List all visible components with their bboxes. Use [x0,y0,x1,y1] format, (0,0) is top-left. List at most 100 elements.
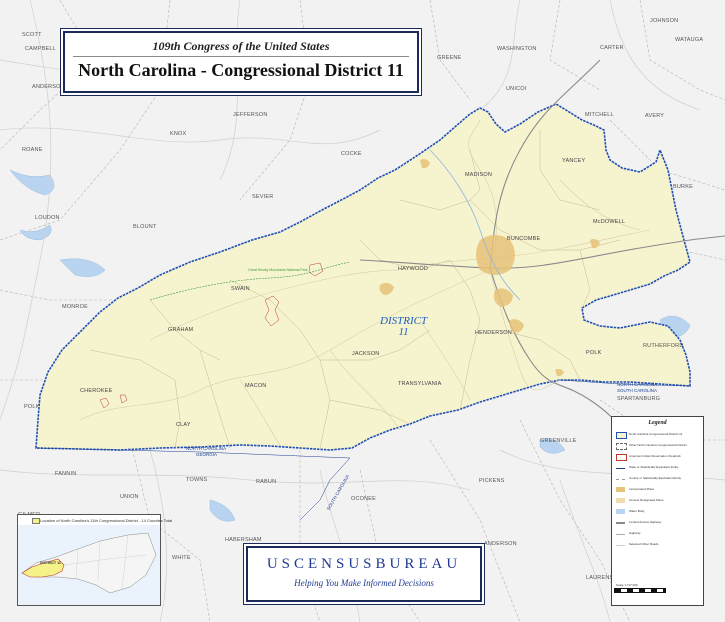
locator-inset: Location of North Carolina's 11th Congre… [17,514,172,606]
legend-text: Highway [629,531,641,535]
scale-bar [614,588,666,593]
county-label-sevier: SEVIER [252,194,274,200]
legend-swatch [616,432,627,439]
legend-text: American Indian Reservation (Federal) [629,454,681,458]
locator-map [18,525,160,605]
legend-panel: Legend North Carolina Congressional Dist… [611,416,704,606]
county-label-polk: POLK [586,350,602,356]
county-label-habersham: HABERSHAM [225,537,262,543]
county-label-campbell: CAMPBELL [25,46,56,52]
county-label-avery: AVERY [645,113,665,119]
county-label-henderson: HENDERSON [475,330,512,336]
legend-text: State or Statistically Equivalent Entity [629,465,679,469]
county-label-anderson-tn: ANDERSON [32,84,65,90]
legend-text: Selected Other Roads [629,542,659,546]
county-label-madison: MADISON [465,172,493,178]
county-label-white: WHITE [172,555,191,561]
county-label-swain: SWAIN [231,286,250,292]
county-label-yancey: YANCEY [562,158,586,164]
title-divider [73,56,409,57]
county-label-washington: WASHINGTON [497,46,537,52]
locator-district-tag: DISTRICT 11 [40,561,61,565]
county-label-rutherford: RUTHERFORD [643,343,684,349]
county-label-greene: GREENE [437,55,462,61]
legend-text: Limited Access Highway [629,520,662,524]
legend-scale-label: Scale 1:717,000 [616,583,638,587]
county-label-rabun: RABUN [256,479,277,485]
legend-swatch [616,545,625,546]
county-label-jefferson: JEFFERSON [233,112,268,118]
congress-title: 109th Congress of the United States [152,39,330,53]
county-label-transylvania: TRANSYLVANIA [398,381,442,387]
county-label-knox: KNOX [170,131,187,137]
legend-swatch [616,509,625,514]
legend-item: State or Statistically Equivalent Entity [616,464,700,472]
legend-item: County or Statistically Equivalent Entit… [616,475,700,483]
county-label-johnson: JOHNSON [650,18,679,24]
county-label-clay: CLAY [176,422,191,428]
county-label-monroe: MONROE [62,304,88,310]
legend-item: Highway [616,530,700,538]
census-wordmark: USCENSUSBUREAU [266,556,462,572]
census-bureau-box: USCENSUSBUREAU Helping You Make Informed… [246,546,482,602]
county-label-cherokee: CHEROKEE [80,388,113,394]
district-11-area [35,103,691,451]
county-label-haywood: HAYWOOD [398,266,429,272]
county-label-scott: SCOTT [22,32,42,38]
legend-swatch [616,479,625,480]
county-label-spartanburg: SPARTANBURG [617,396,661,402]
district-label: DISTRICT 11 [380,316,427,338]
legend-item: Water Body [616,508,700,516]
district-title: North Carolina - Congressional District … [78,60,404,80]
county-label-carter: CARTER [600,45,624,51]
county-label-fannin: FANNIN [55,471,77,477]
county-label-anderson-sc: ANDERSON [484,541,517,547]
legend-title: Legend [648,420,667,426]
legend-item: Other North Carolina Congressional Distr… [616,442,700,450]
french-broad-river [429,149,521,301]
legend-swatch [616,468,625,469]
county-label-blount: BLOUNT [133,224,157,230]
park-label: Great Smoky Mountains National Park [248,268,308,272]
county-label-macon: MACON [245,383,267,389]
county-label-towns: TOWNS [186,477,208,483]
legend-swatch [616,443,627,450]
legend-item: Limited Access Highway [616,519,700,527]
county-label-buncombe: BUNCOMBE [507,236,541,242]
county-label-graham: GRAHAM [168,327,194,333]
county-label-watauga: WATAUGA [675,37,704,43]
legend-text: County or Statistically Equivalent Entit… [629,476,682,480]
county-label-unicoi: UNICOI [506,86,527,92]
county-label-greenville: GREENVILLE [540,438,577,444]
state-boundaries [35,379,691,521]
district-label-number: 11 [398,326,409,338]
legend-swatch [616,487,625,492]
legend-text: North Carolina Congressional District 11 [629,432,683,436]
district-label-word: DISTRICT [380,315,428,327]
reservation-boundaries [99,262,324,409]
locator-caption: Location of North Carolina's 11th Congre… [40,518,173,523]
legend-item: Selected Other Roads [616,541,700,549]
county-label-mitchell: MITCHELL [585,112,614,118]
county-label-loudon: LOUDON [35,215,60,221]
stateline-label-sc-east: SOUTH CAROLINA [617,388,658,393]
legend-swatch [616,498,625,503]
legend-swatch [616,534,625,535]
legend-text: Water Body [629,509,645,513]
title-box: 109th Congress of the United States Nort… [63,31,419,93]
legend-item: North Carolina Congressional District 11 [616,431,700,439]
county-label-oconee: OCONEE [351,496,377,502]
county-label-pickens: PICKENS [479,478,505,484]
locator-caption-swatch [32,518,40,524]
legend-item: Census Designated Place [616,497,700,505]
stateline-label-nc-west: NORTH CAROLINA [186,446,227,451]
stateline-label-nc-east: NORTH CAROLINA [617,382,658,387]
legend-item: American Indian Reservation (Federal) [616,453,700,461]
legend-text: Incorporated Place [629,487,655,491]
county-label-mcdowell: McDOWELL [593,219,626,225]
legend-swatch [616,522,625,524]
legend-text: Other North Carolina Congressional Distr… [629,443,687,447]
park-boundary [149,261,351,301]
locator-district-highlight [21,558,65,578]
